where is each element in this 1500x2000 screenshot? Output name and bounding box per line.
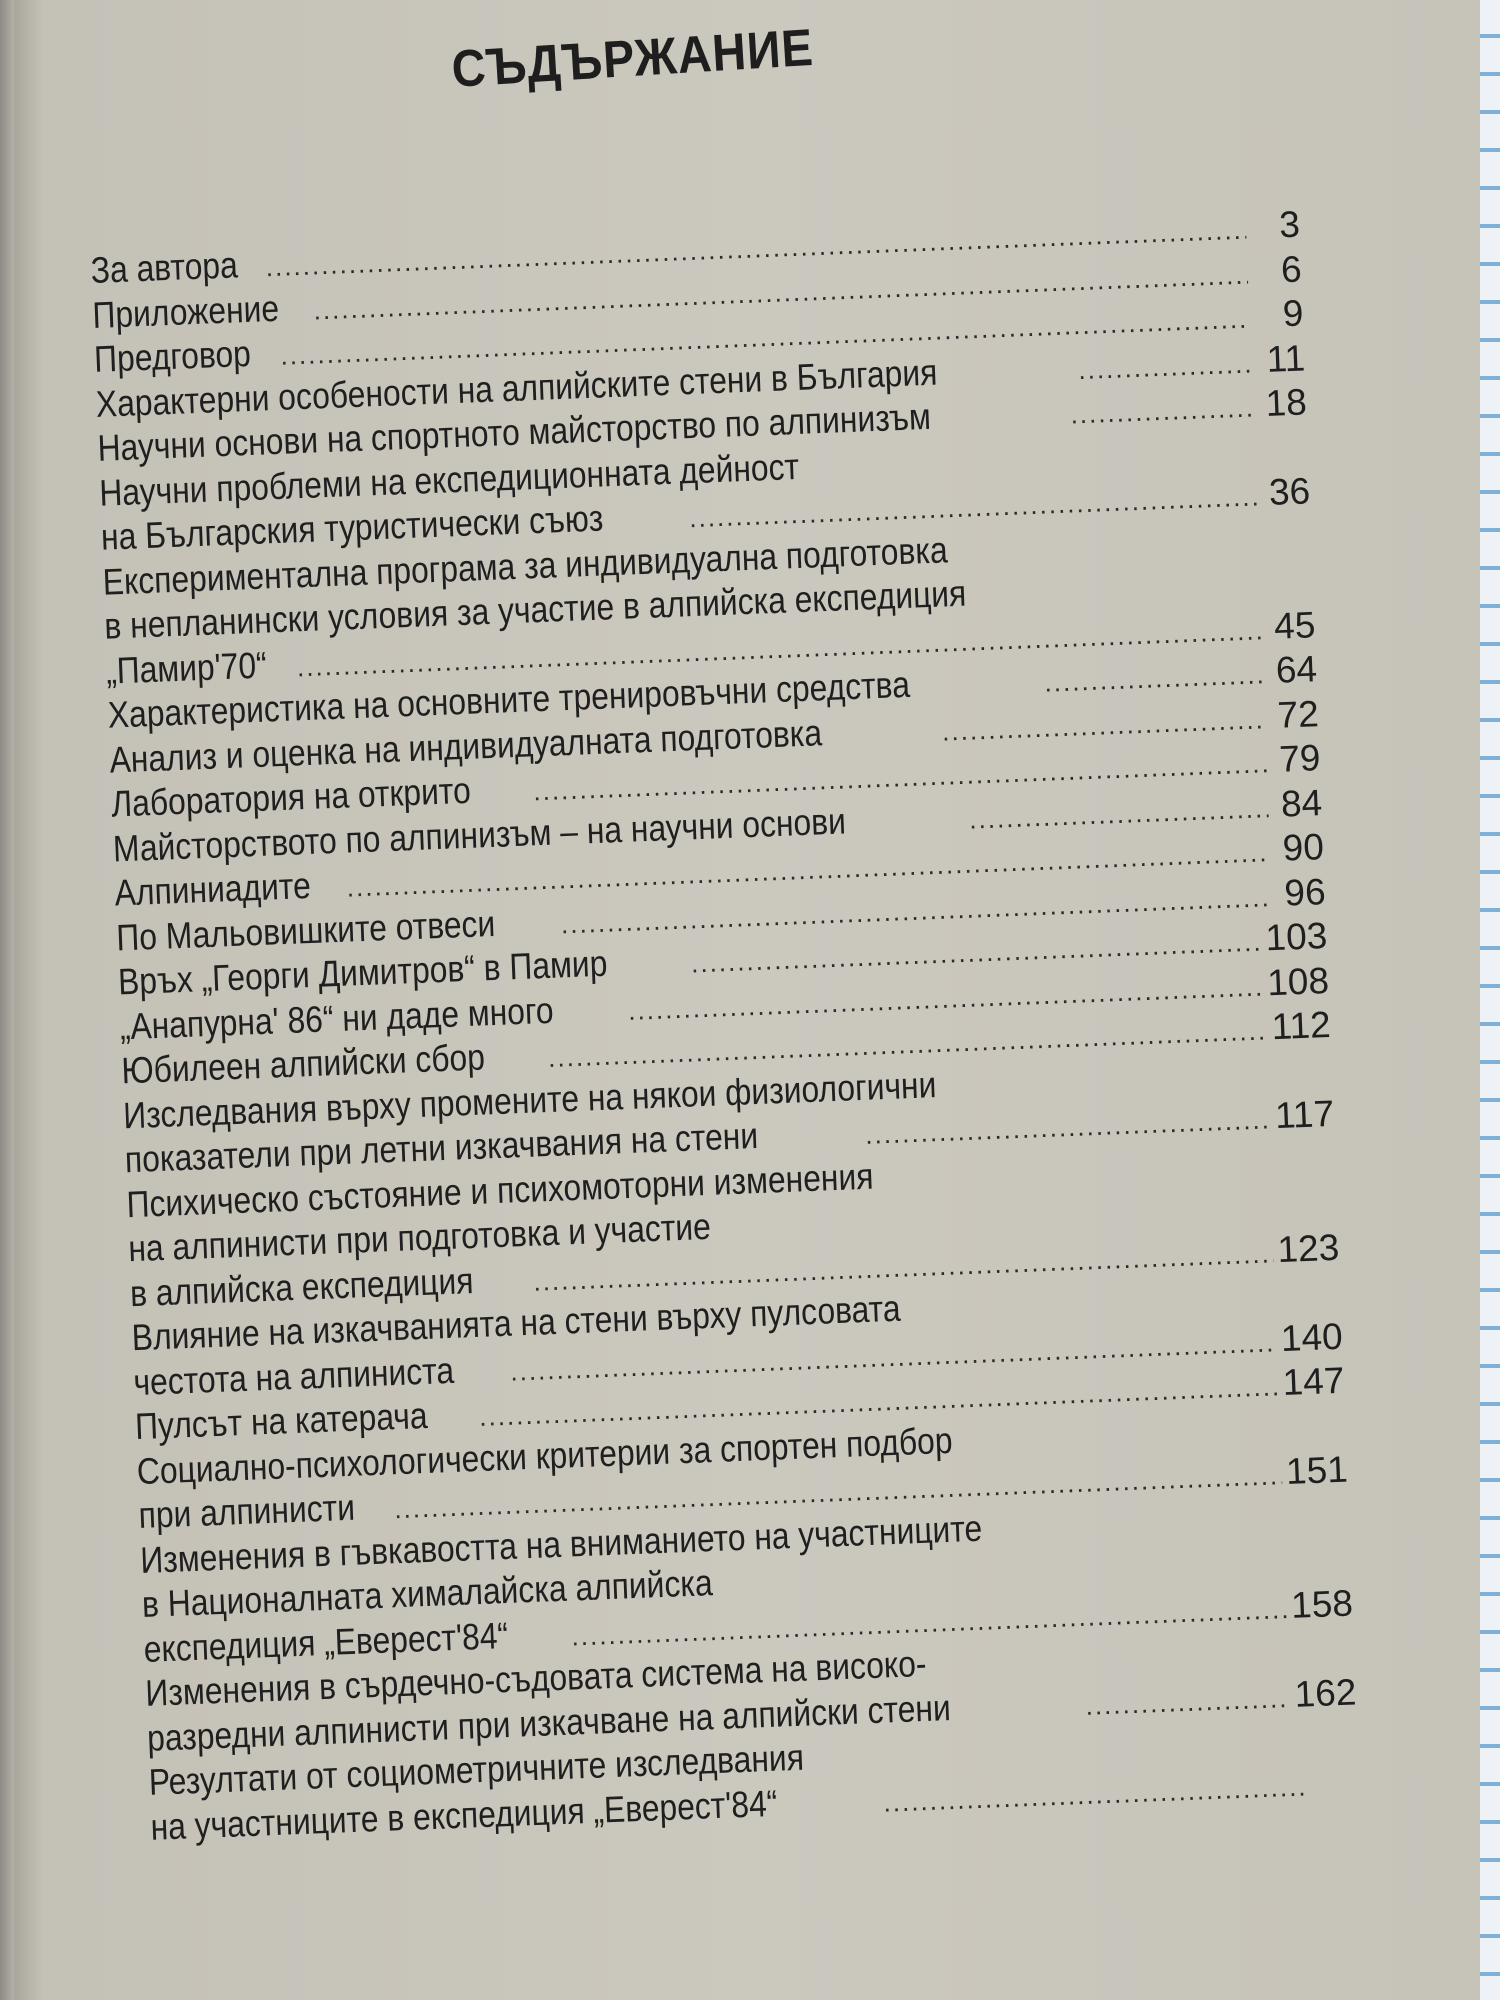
page-number: 158 — [1290, 1582, 1354, 1626]
page-number: 123 — [1276, 1226, 1340, 1270]
toc-entry-title: Алпиниадите — [113, 865, 312, 914]
page-number: 72 — [1276, 692, 1320, 736]
toc-entry-title: Приложение — [91, 287, 280, 336]
toc-entry-title: Предговор — [93, 332, 252, 380]
page-number: 18 — [1264, 381, 1308, 424]
toc-entry-title: „Памир'70“ — [105, 644, 268, 692]
page-number: 162 — [1293, 1670, 1358, 1715]
page-number: 151 — [1285, 1448, 1349, 1492]
page-number: 84 — [1280, 781, 1323, 825]
dot-leader — [1070, 392, 1254, 430]
page-number: 3 — [1278, 203, 1301, 246]
page-number — [1310, 1793, 1360, 1795]
page-number: 6 — [1280, 248, 1303, 290]
page-number: 36 — [1268, 470, 1311, 513]
dot-leader — [1078, 348, 1252, 386]
toc-entry-title: За автора — [90, 244, 239, 291]
page-edge-shadow — [0, 0, 14, 2000]
page-number: 117 — [1274, 1092, 1335, 1137]
dot-leader — [969, 793, 1269, 835]
page-number: 108 — [1266, 959, 1330, 1003]
page-number: 79 — [1278, 737, 1322, 780]
page-number: 140 — [1280, 1315, 1344, 1359]
page-number: 64 — [1275, 648, 1318, 691]
dot-leader — [1085, 1682, 1291, 1721]
page-number: 45 — [1273, 603, 1317, 647]
page-number: 112 — [1270, 1003, 1332, 1048]
page-number: 96 — [1283, 870, 1327, 914]
page-number: 11 — [1265, 336, 1306, 380]
page-number: 90 — [1281, 826, 1325, 869]
table-of-contents: За автора3Приложение6Предговор9Характерн… — [90, 204, 1361, 1851]
dot-leader — [1044, 659, 1264, 698]
page-number: 103 — [1264, 915, 1329, 959]
notebook-paper-edge — [1480, 0, 1500, 2000]
page-number: 147 — [1281, 1359, 1346, 1404]
page-number: 9 — [1281, 292, 1305, 335]
toc-entry-title: при алпинисти — [137, 1486, 356, 1537]
